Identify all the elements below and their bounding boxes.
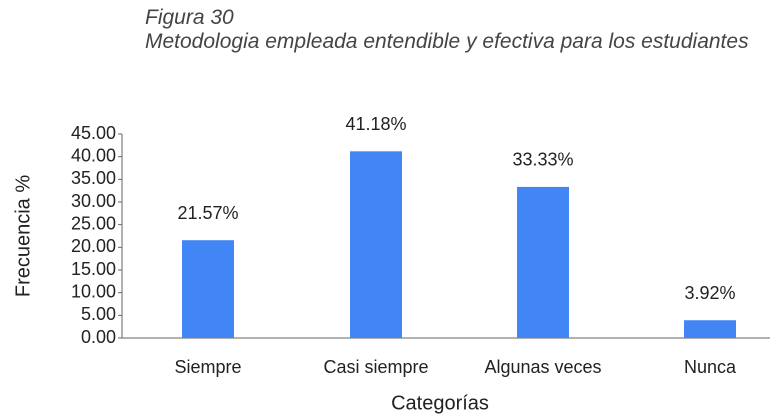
y-tick-label: 0.00 <box>81 327 116 347</box>
data-label: 21.57% <box>177 203 238 223</box>
bar <box>350 151 402 338</box>
y-tick-label: 45.00 <box>71 123 116 143</box>
y-tick-label: 15.00 <box>71 259 116 279</box>
y-tick-label: 30.00 <box>71 191 116 211</box>
y-tick-label: 5.00 <box>81 304 116 324</box>
y-tick-label: 10.00 <box>71 281 116 301</box>
data-label: 3.92% <box>684 283 735 303</box>
y-tick-label: 25.00 <box>71 213 116 233</box>
x-tick-label: Casi siempre <box>323 357 428 377</box>
data-label: 33.33% <box>512 150 573 170</box>
y-tick-label: 40.00 <box>71 145 116 165</box>
x-axis-label: Categorías <box>391 392 489 414</box>
x-tick-label: Algunas veces <box>484 357 601 377</box>
figure-label: Figura 30 <box>145 6 234 29</box>
x-tick-label: Nunca <box>684 357 737 377</box>
bar <box>182 240 234 338</box>
data-label: 41.18% <box>345 114 406 134</box>
y-tick-label: 20.00 <box>71 236 116 256</box>
bar <box>517 186 569 338</box>
title-block: Figura 30 Metodologia empleada entendibl… <box>145 6 775 54</box>
y-axis-label: Frecuencia % <box>12 175 34 297</box>
bar <box>684 320 736 338</box>
x-tick-label: Siempre <box>174 357 241 377</box>
chart-title: Metodologia empleada entendible y efecti… <box>145 30 749 53</box>
y-tick-label: 35.00 <box>71 168 116 188</box>
